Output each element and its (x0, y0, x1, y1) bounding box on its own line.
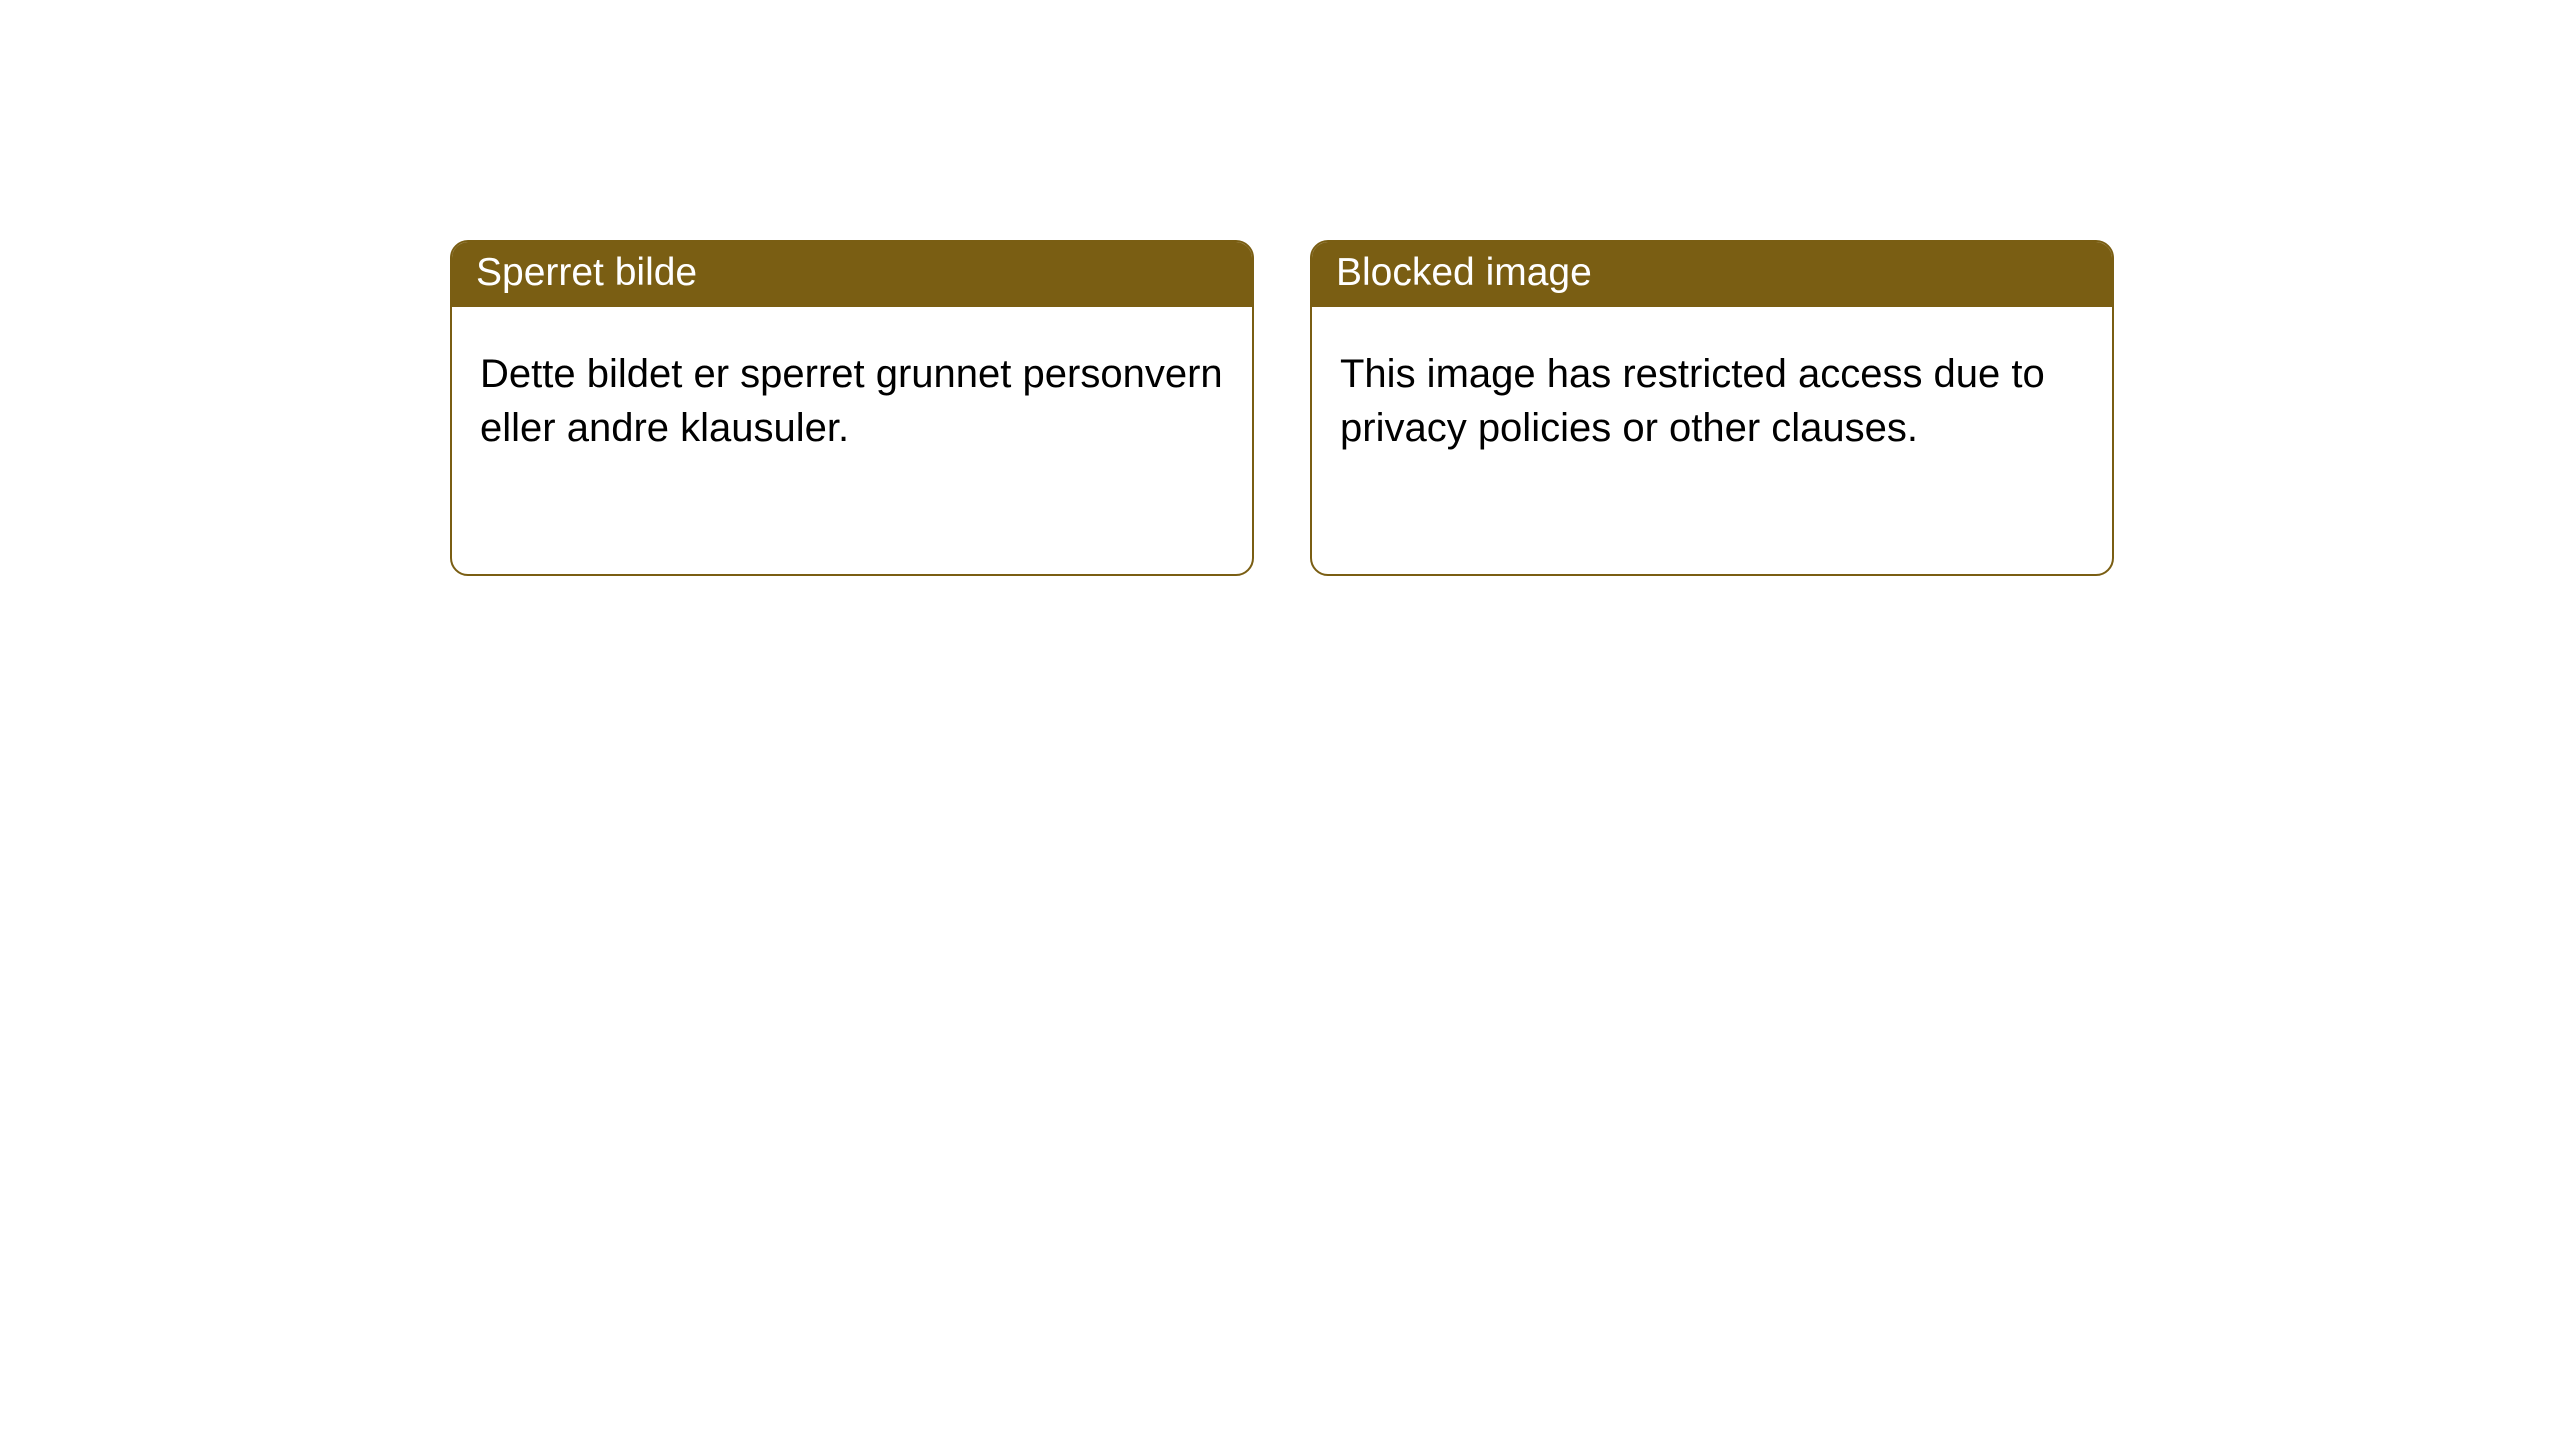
notice-header: Sperret bilde (452, 242, 1252, 307)
notice-header: Blocked image (1312, 242, 2112, 307)
notice-card-english: Blocked image This image has restricted … (1310, 240, 2114, 576)
notice-card-norwegian: Sperret bilde Dette bildet er sperret gr… (450, 240, 1254, 576)
notice-body: Dette bildet er sperret grunnet personve… (452, 307, 1252, 483)
notice-body: This image has restricted access due to … (1312, 307, 2112, 483)
notice-container: Sperret bilde Dette bildet er sperret gr… (0, 0, 2560, 576)
